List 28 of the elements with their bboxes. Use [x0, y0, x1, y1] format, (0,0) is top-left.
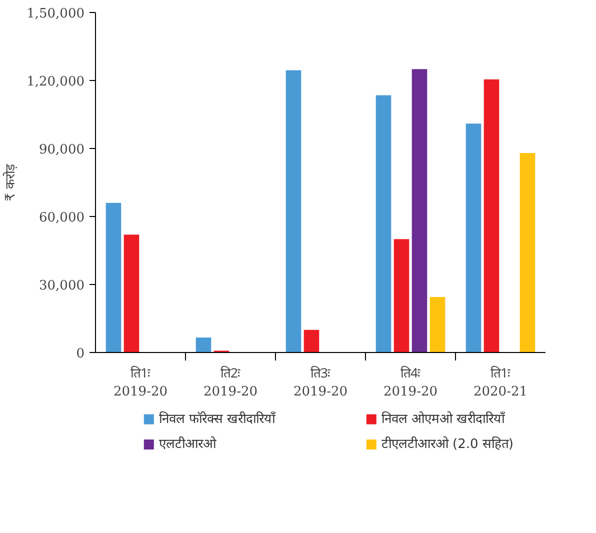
- bar: [196, 338, 212, 352]
- legend-label: निवल ओएमओ खरीदारियाँ: [381, 410, 506, 427]
- legend-label: निवल फॉरेक्स खरीदारियाँ: [158, 410, 276, 427]
- bar: [430, 296, 446, 352]
- bar: [466, 124, 482, 352]
- bar: [304, 330, 320, 352]
- bar: [286, 70, 302, 352]
- y-tick-label: 60,000: [39, 210, 85, 226]
- y-tick-label: 30,000: [39, 278, 85, 294]
- y-tick-label: 1,50,000: [26, 6, 84, 22]
- legend-label: टीएलटीआरओ (2.0 सहित): [381, 436, 514, 452]
- x-tick-label: ति2ः 2019-20: [203, 366, 258, 400]
- bar: [376, 95, 392, 352]
- y-tick-label: 0: [76, 346, 85, 362]
- bar: [106, 202, 122, 352]
- legend-label: एलटीआरओ: [158, 436, 217, 452]
- x-tick-label: ति1ः 2020-21: [473, 366, 528, 400]
- y-tick-label: 1,20,000: [26, 74, 84, 90]
- bar: [484, 79, 500, 352]
- x-tick-label: ति4ः 2019-20: [383, 366, 438, 400]
- x-tick-label: ति3ः 2019-20: [293, 366, 348, 400]
- bar: [124, 234, 140, 352]
- bar: [520, 153, 536, 352]
- x-tick-label: ति1ः 2019-20: [113, 366, 168, 400]
- y-axis-title: ₹ करोड़: [2, 162, 19, 202]
- y-tick-label: 90,000: [39, 142, 85, 158]
- bar: [394, 239, 410, 352]
- bar: [412, 69, 428, 352]
